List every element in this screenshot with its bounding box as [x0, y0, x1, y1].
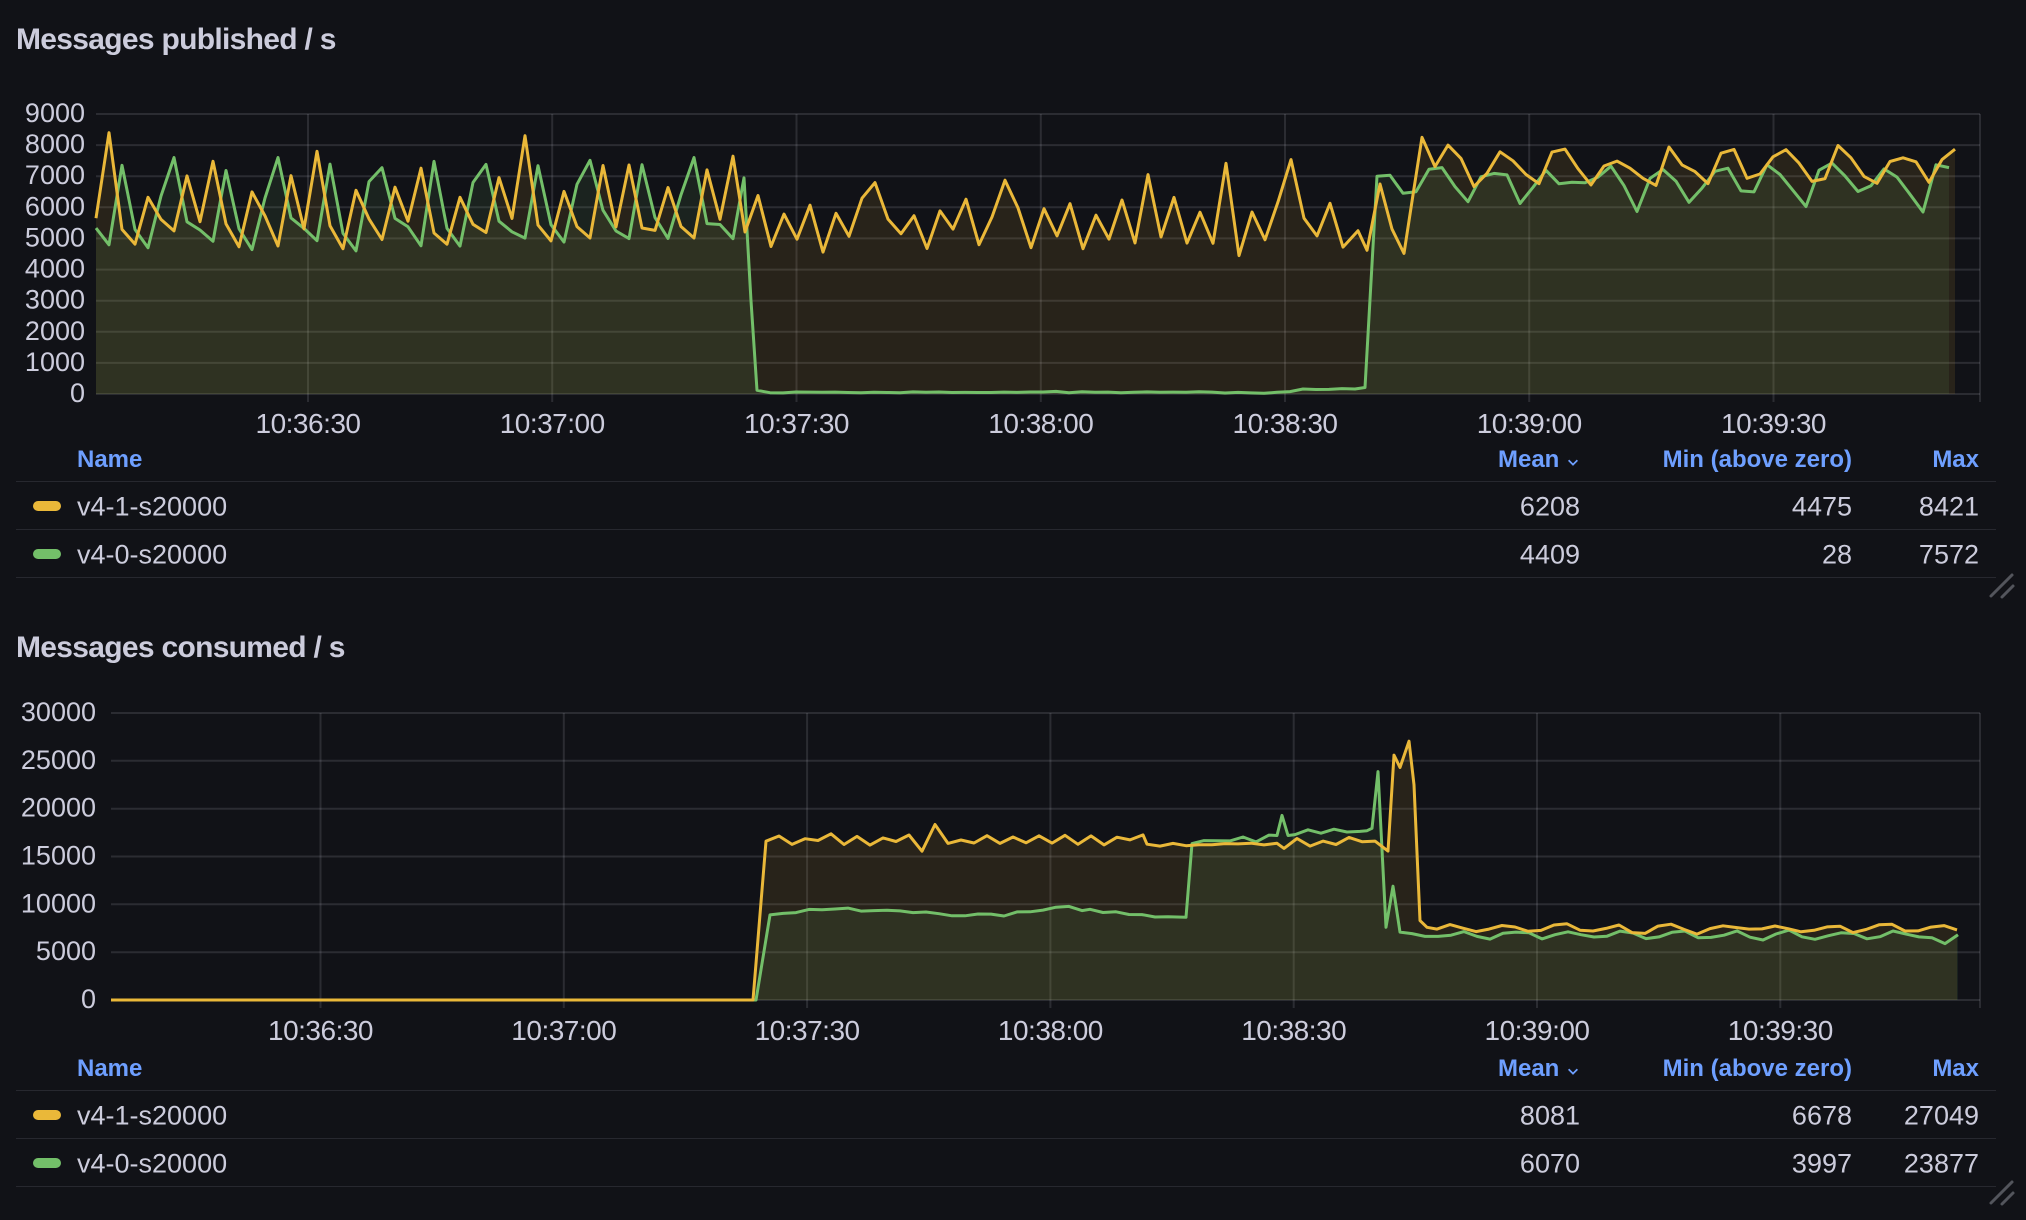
svg-text:20000: 20000: [21, 793, 96, 823]
svg-text:30000: 30000: [21, 697, 96, 727]
svg-text:10:36:30: 10:36:30: [268, 1015, 373, 1046]
svg-text:6000: 6000: [25, 191, 85, 221]
svg-text:10:38:30: 10:38:30: [1241, 1015, 1346, 1046]
svg-text:15000: 15000: [21, 841, 96, 871]
svg-text:25000: 25000: [21, 745, 96, 775]
svg-text:10:39:00: 10:39:00: [1477, 408, 1582, 439]
svg-text:1000: 1000: [25, 347, 85, 377]
svg-text:8000: 8000: [25, 129, 85, 159]
svg-text:10:38:00: 10:38:00: [998, 1015, 1103, 1046]
svg-text:5000: 5000: [36, 936, 96, 966]
svg-text:5000: 5000: [25, 222, 85, 252]
svg-text:3000: 3000: [25, 285, 85, 315]
svg-text:10:36:30: 10:36:30: [256, 408, 361, 439]
svg-text:0: 0: [81, 984, 96, 1014]
svg-text:10:37:30: 10:37:30: [744, 408, 849, 439]
svg-text:10:37:30: 10:37:30: [755, 1015, 860, 1046]
svg-text:10:39:00: 10:39:00: [1485, 1015, 1590, 1046]
svg-text:7000: 7000: [25, 160, 85, 190]
svg-text:10:37:00: 10:37:00: [500, 408, 605, 439]
svg-text:4000: 4000: [25, 254, 85, 284]
svg-text:0: 0: [70, 378, 85, 408]
svg-text:10:37:00: 10:37:00: [511, 1015, 616, 1046]
svg-text:10000: 10000: [21, 888, 96, 918]
svg-text:10:38:00: 10:38:00: [988, 408, 1093, 439]
svg-text:10:39:30: 10:39:30: [1728, 1015, 1833, 1046]
svg-text:10:38:30: 10:38:30: [1233, 408, 1338, 439]
svg-text:10:39:30: 10:39:30: [1721, 408, 1826, 439]
svg-text:9000: 9000: [25, 98, 85, 128]
svg-text:2000: 2000: [25, 316, 85, 346]
